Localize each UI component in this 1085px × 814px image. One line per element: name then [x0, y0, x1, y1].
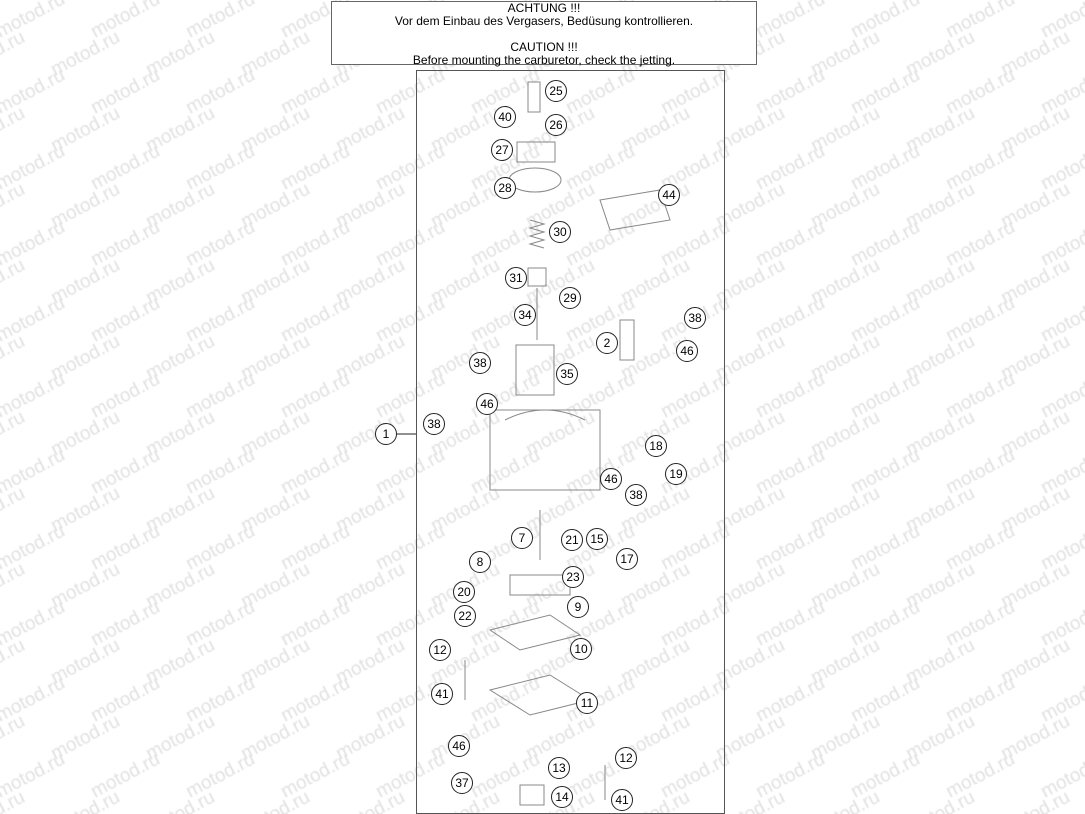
part-gasket [508, 167, 562, 193]
part-carb-body [489, 409, 601, 491]
part-callout-38: 38 [469, 352, 491, 374]
part-callout-37: 37 [451, 772, 473, 794]
part-callout-46: 46 [676, 340, 698, 362]
part-clip [527, 267, 547, 287]
part-callout-31: 31 [505, 267, 527, 289]
part-callout-40: 40 [494, 106, 516, 128]
part-callout-29: 29 [559, 287, 581, 309]
part-callout-34: 34 [514, 304, 536, 326]
part-callout-38: 38 [684, 307, 706, 329]
part-callout-15: 15 [586, 528, 608, 550]
part-slide [515, 344, 555, 396]
part-cover [516, 141, 556, 163]
part-callout-17: 17 [616, 548, 638, 570]
part-callout-12: 12 [429, 639, 451, 661]
part-callout-11: 11 [576, 692, 598, 714]
part-callout-1: 1 [375, 423, 397, 445]
part-callout-25: 25 [545, 80, 567, 102]
caution-notice: ACHTUNG !!! Vor dem Einbau des Vergasers… [331, 1, 757, 67]
part-callout-21: 21 [561, 529, 583, 551]
part-callout-35: 35 [556, 363, 578, 385]
part-callout-8: 8 [469, 551, 491, 573]
part-callout-27: 27 [491, 139, 513, 161]
part-float-gasket [488, 614, 582, 651]
part-callout-19: 19 [665, 463, 687, 485]
part-callout-44: 44 [658, 184, 680, 206]
part-callout-38: 38 [423, 413, 445, 435]
part-callout-46: 46 [600, 468, 622, 490]
part-callout-46: 46 [476, 393, 498, 415]
part-callout-28: 28 [494, 177, 516, 199]
notice-de-title: ACHTUNG !!! [507, 1, 581, 15]
part-callout-10: 10 [570, 638, 592, 660]
part-cable [599, 189, 671, 231]
part-callout-20: 20 [453, 581, 475, 603]
part-callout-46: 46 [448, 735, 470, 757]
part-spring [528, 219, 546, 249]
part-callout-9: 9 [567, 596, 589, 618]
part-callout-13: 13 [548, 757, 570, 779]
part-callout-30: 30 [549, 221, 571, 243]
notice-en-text: Before mounting the carburetor, check th… [412, 53, 676, 67]
part-callout-22: 22 [454, 605, 476, 627]
part-callout-18: 18 [645, 435, 667, 457]
notice-de-text: Vor dem Einbau des Vergasers, Bedüsung k… [394, 14, 694, 28]
part-callout-41: 41 [611, 789, 633, 811]
notice-en-title: CAUTION !!! [510, 40, 578, 54]
part-callout-2: 2 [596, 332, 618, 354]
part-callout-12: 12 [615, 747, 637, 769]
part-drain-plug [519, 784, 545, 806]
part-callout-26: 26 [545, 114, 567, 136]
part-screw [527, 81, 541, 113]
part-float [509, 574, 571, 596]
part-adjuster [619, 319, 635, 361]
part-callout-41: 41 [431, 683, 453, 705]
part-callout-23: 23 [562, 566, 584, 588]
part-callout-14: 14 [551, 786, 573, 808]
part-float-bowl [488, 674, 592, 716]
part-callout-38: 38 [625, 484, 647, 506]
part-callout-7: 7 [511, 527, 533, 549]
